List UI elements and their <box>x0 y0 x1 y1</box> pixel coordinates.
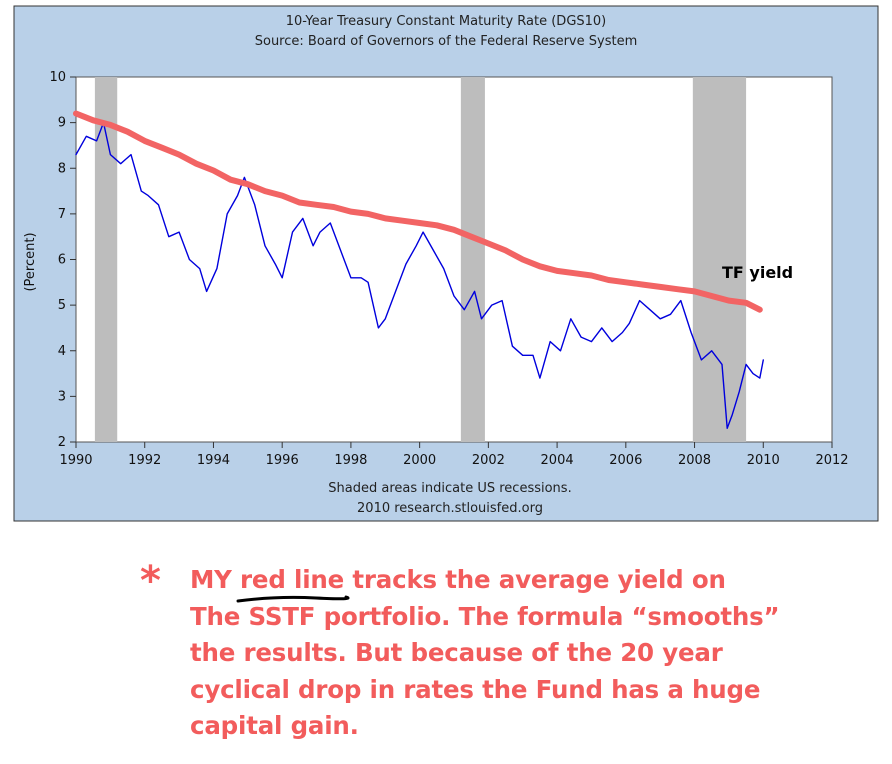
y-axis-label: (Percent) <box>23 232 38 291</box>
tf-yield-line <box>73 110 763 313</box>
x-tick-label: 1994 <box>197 453 230 468</box>
x-tick-label: 2000 <box>403 453 436 468</box>
annotation-line-3: the results. But because of the 20 year <box>190 638 723 667</box>
x-tick-label: 1990 <box>59 453 92 468</box>
x-tick-label: 1998 <box>334 453 367 468</box>
y-tick-label: 4 <box>58 344 66 359</box>
y-tick-label: 5 <box>58 298 66 313</box>
recession-bands <box>94 77 747 442</box>
annotation-line-2: The SSTF portfolio. The formula “smooths… <box>190 601 780 631</box>
y-tick-label: 3 <box>58 389 66 404</box>
y-tick-label: 8 <box>58 161 66 176</box>
x-tick-label: 2002 <box>472 453 505 468</box>
y-tick-label: 7 <box>58 207 66 222</box>
y-tick-label: 10 <box>49 70 66 85</box>
series-lines <box>73 110 764 429</box>
x-tick-label: 2008 <box>678 453 711 468</box>
hand-underline <box>236 595 350 603</box>
y-tick-label: 9 <box>58 116 66 131</box>
y-tick-label: 6 <box>58 253 66 268</box>
recession-band-0 <box>94 77 118 442</box>
asterisk-icon: * <box>140 558 161 604</box>
tf-yield-label: TF yield <box>722 263 793 282</box>
recession-note: Shaded areas indicate US recessions. <box>328 481 571 496</box>
x-tick-label: 2006 <box>609 453 642 468</box>
x-tick-label: 2012 <box>815 453 848 468</box>
annotation-line-4: cyclical drop in rates the Fund has a hu… <box>190 674 761 704</box>
chart-title: 10-Year Treasury Constant Maturity Rate … <box>286 14 607 29</box>
recession-band-2 <box>692 77 747 442</box>
x-tick-label: 1996 <box>266 453 299 468</box>
axes: 1990 1992 1994 1996 1998 2000 2002 2004 2006 2008… <box>49 70 848 468</box>
x-tick-label: 2010 <box>747 453 780 468</box>
y-tick-label: 2 <box>58 435 66 450</box>
annotation-line-1: MY red line tracks the average yield on <box>190 565 726 594</box>
dgs10-line <box>75 121 764 429</box>
recession-band-1 <box>460 77 485 442</box>
source-note: 2010 research.stlouisfed.org <box>357 501 543 516</box>
x-tick-label: 1992 <box>128 453 161 468</box>
x-tick-label: 2004 <box>541 453 574 468</box>
chart-subtitle: Source: Board of Governors of the Federa… <box>255 34 638 49</box>
annotation-text: MY red line tracks the average yield on … <box>190 562 870 745</box>
annotation-line-5: capital gain. <box>190 711 359 740</box>
